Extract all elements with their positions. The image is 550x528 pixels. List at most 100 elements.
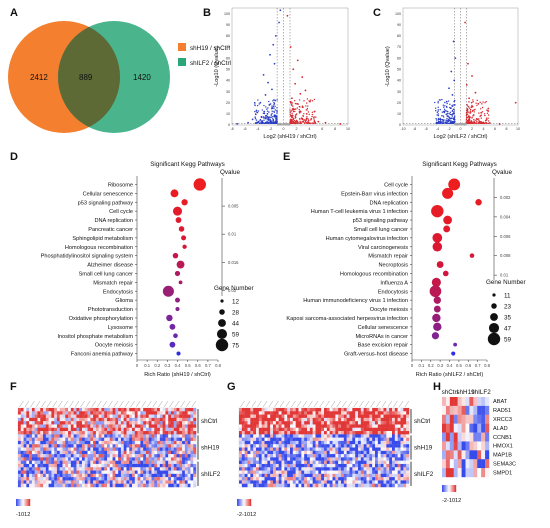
- heatmap-cell: [109, 421, 113, 425]
- data-point: [271, 106, 273, 109]
- heatmap-cell: [397, 480, 401, 484]
- data-point: [256, 104, 259, 107]
- heatmap-cell: [284, 460, 288, 465]
- heatmap-cell: [84, 450, 88, 455]
- heatmap-cell: [51, 417, 55, 422]
- heatmap-cell: [380, 411, 384, 415]
- heatmap-cell: [54, 444, 58, 448]
- heatmap-cell: [360, 473, 364, 478]
- heatmap-cell: [118, 457, 122, 461]
- heatmap-cell: [301, 440, 305, 445]
- heatmap-cell: [81, 414, 85, 419]
- column-label-mark: [296, 400, 302, 408]
- heatmap-cell: [394, 483, 398, 488]
- heatmap-cell: [173, 480, 177, 484]
- heatmap-cell: [43, 460, 47, 465]
- pathway-label: Base excision repair: [358, 343, 409, 349]
- qvalue-tick-label: 0.015: [228, 260, 239, 265]
- heatmap-cell: [284, 470, 288, 475]
- heatmap-cell: [298, 447, 302, 451]
- heatmap-cell: [76, 470, 80, 475]
- heatmap-cell: [389, 483, 393, 488]
- heatmap-cell: [352, 480, 356, 484]
- heatmap-cell: [363, 467, 367, 471]
- heatmap-cell: [270, 480, 274, 484]
- heatmap-cell: [253, 477, 257, 481]
- heatmap-cell: [18, 444, 21, 448]
- heatmap-cell: [372, 480, 376, 484]
- data-point: [254, 116, 256, 118]
- heatmap-cell: [48, 473, 52, 478]
- heatmap-cell: [190, 408, 194, 412]
- heatmap-cell: [81, 463, 85, 468]
- color-scale-cell: [18, 499, 20, 506]
- column-label-mark: [347, 400, 353, 408]
- heatmap-cell: [43, 427, 47, 432]
- heatmap-cell: [394, 454, 398, 458]
- heatmap-cell: [118, 477, 122, 481]
- heatmap-cell: [397, 414, 401, 419]
- heatmap-cell: [304, 424, 308, 428]
- heatmap-cell: [34, 414, 38, 419]
- heatmap-cell: [95, 463, 99, 468]
- heatmap-cell: [383, 467, 387, 471]
- heatmap-cell: [386, 450, 390, 455]
- heatmap-cell: [267, 460, 271, 465]
- heatmap-cell: [258, 447, 262, 451]
- heatmap-cell: [318, 460, 322, 465]
- data-point: [257, 121, 260, 123]
- heatmap-cell: [65, 473, 69, 478]
- heatmap-cell: [168, 408, 172, 412]
- heatmap-cell: [369, 454, 373, 458]
- color-scale-cell: [17, 499, 19, 506]
- column-label-mark: [191, 400, 196, 408]
- heatmap-cell: [355, 457, 359, 461]
- heatmap-cell: [101, 477, 105, 481]
- heatmap-cell: [244, 470, 248, 475]
- heatmap-cell: [321, 447, 325, 451]
- heatmap-cell: [304, 431, 308, 435]
- heatmap-cell: [23, 457, 27, 461]
- heatmap-cell: [312, 460, 316, 465]
- heatmap-cell: [154, 431, 158, 435]
- heatmap-cell: [250, 460, 254, 465]
- color-scale-cell: [246, 499, 247, 506]
- heatmap-cell: [267, 424, 271, 428]
- color-scale-cell: [27, 499, 29, 506]
- heatmap-cell: [389, 427, 393, 432]
- heatmap-cell: [187, 473, 191, 478]
- heatmap-cell: [140, 440, 144, 445]
- heatmap-cell: [247, 463, 251, 468]
- heatmap-cell: [292, 411, 296, 415]
- heatmap-cell: [26, 450, 30, 455]
- heatmap-cell: [341, 431, 345, 435]
- heatmap-cell: [469, 468, 474, 478]
- heatmap-cell: [375, 480, 379, 484]
- data-point: [291, 103, 293, 105]
- heatmap-cell: [481, 414, 486, 424]
- heatmap-cell: [132, 463, 136, 468]
- heatmap-cell: [159, 414, 163, 419]
- heatmap-cell: [59, 421, 63, 425]
- heatmap-cell: [51, 421, 55, 425]
- heatmap-cell: [256, 460, 260, 465]
- heatmap-cell: [93, 408, 97, 412]
- heatmap-cell: [73, 480, 77, 484]
- heatmap-cell: [318, 431, 322, 435]
- heatmap-cell: [403, 411, 407, 415]
- heatmap-cell: [170, 483, 174, 488]
- heatmap-cell: [118, 480, 122, 484]
- heatmap-cell: [81, 424, 85, 428]
- heatmap-cell: [126, 421, 130, 425]
- data-point: [477, 118, 479, 120]
- heatmap-cell: [377, 440, 381, 445]
- venn-legend-label-shilf2: shILF2 / shCtrl: [190, 60, 231, 67]
- gene-label: SMPD1: [493, 470, 512, 476]
- heatmap-cell: [79, 427, 83, 432]
- heatmap-cell: [173, 421, 177, 425]
- data-point: [477, 122, 479, 124]
- heatmap-cell: [165, 454, 169, 458]
- heatmap-cell: [461, 423, 466, 433]
- heatmap-cell: [70, 444, 74, 448]
